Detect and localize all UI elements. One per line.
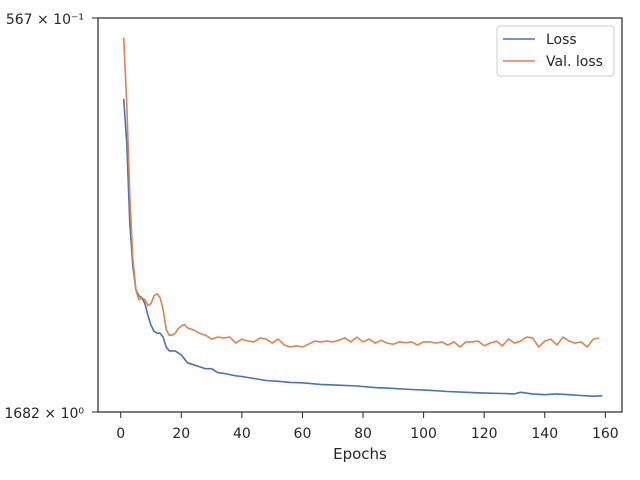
y-bottom-label: 1682 × 10⁰ (4, 406, 84, 422)
x-ticks: 0 20 40 60 80 100 120 140 160 (116, 412, 619, 442)
x-tick-label: 120 (471, 426, 498, 442)
x-tick-label: 100 (410, 426, 437, 442)
x-tick-label: 160 (592, 426, 619, 442)
series-line-loss (122, 98, 603, 398)
series-line-val-loss (122, 37, 600, 348)
legend: Loss Val. loss (496, 25, 615, 77)
legend-label-val-loss: Val. loss (546, 54, 603, 70)
x-tick-label: 0 (116, 426, 125, 442)
series-layer (122, 37, 603, 398)
x-tick-label: 40 (233, 426, 251, 442)
y-top-label: 567 × 10⁻¹ (6, 12, 84, 28)
x-tick-label: 140 (531, 426, 558, 442)
plot-area (97, 17, 623, 413)
x-tick-label: 60 (294, 426, 312, 442)
x-tick-label: 20 (172, 426, 190, 442)
x-axis-label: Epochs (333, 445, 387, 463)
x-tick-label: 80 (354, 426, 372, 442)
legend-label-loss: Loss (546, 32, 577, 48)
